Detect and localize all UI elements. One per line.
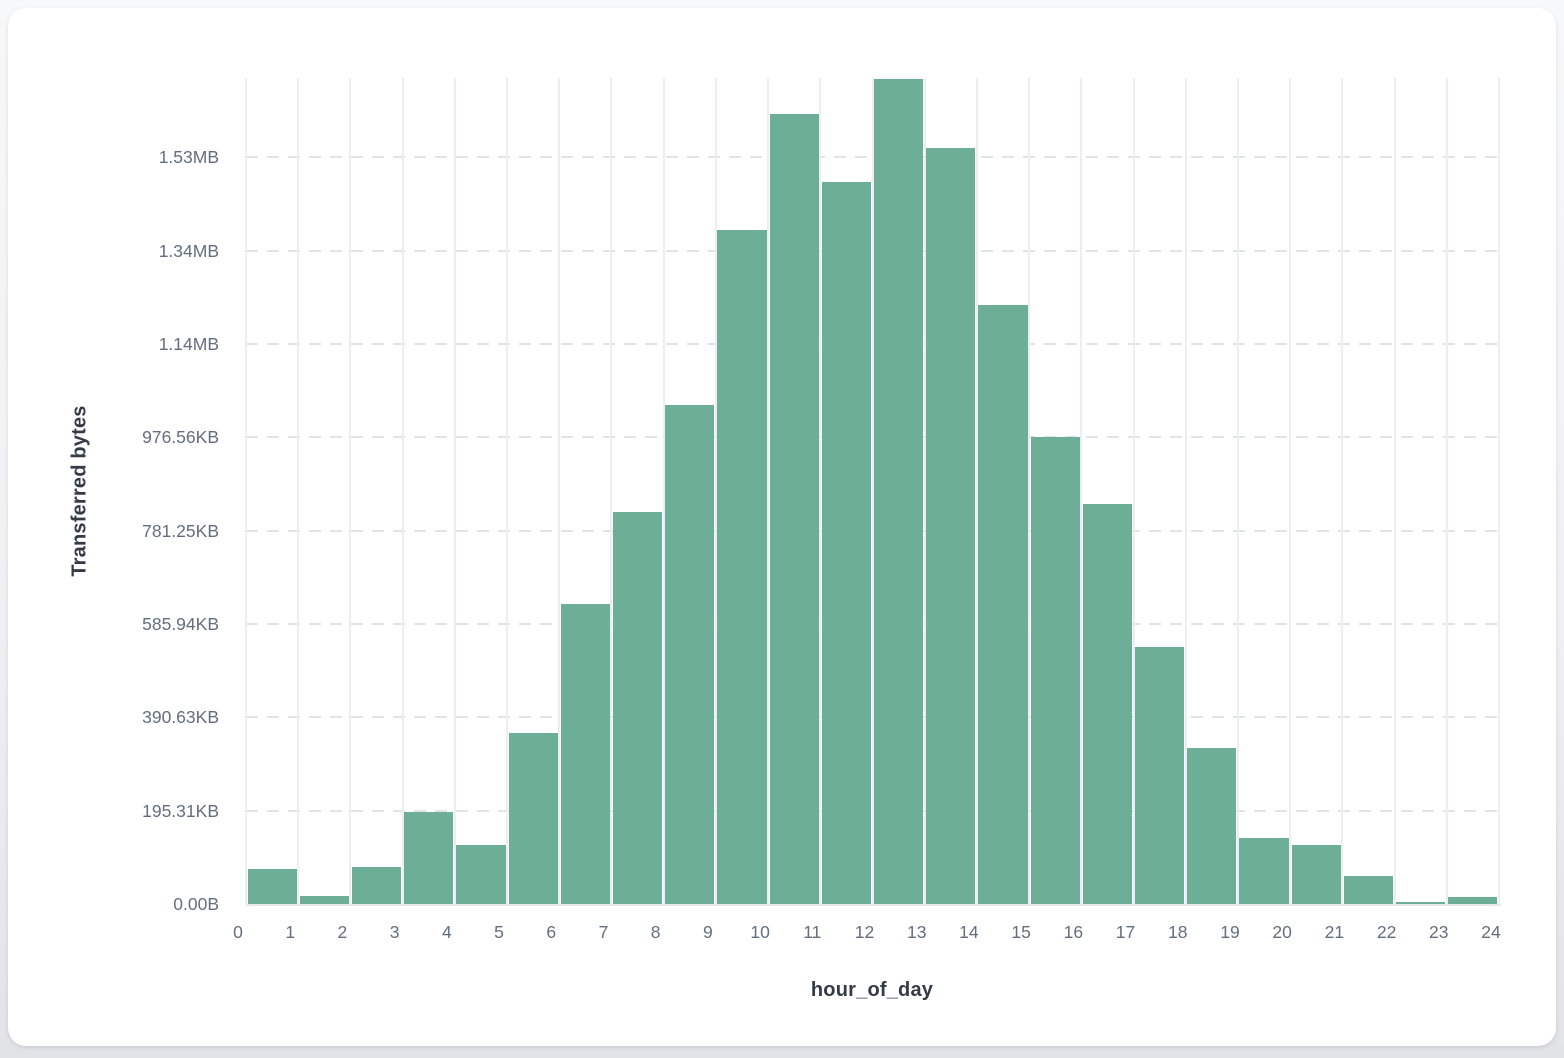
v-gridline: [1236, 78, 1239, 904]
y-tick-label: 390.63KB: [142, 707, 219, 728]
v-gridline: [349, 78, 352, 904]
v-gridline: [401, 78, 404, 904]
v-gridline: [453, 78, 456, 904]
plot-area: [245, 78, 1501, 906]
x-tick-label: 15: [1011, 922, 1031, 942]
y-tick-label: 0.00B: [173, 894, 219, 914]
v-gridline: [923, 78, 926, 904]
x-tick-label: 0: [233, 922, 243, 942]
v-gridline: [1132, 78, 1135, 904]
bar-hour-7[interactable]: [612, 512, 663, 904]
v-gridline: [767, 78, 770, 904]
x-tick-label: 22: [1376, 922, 1397, 942]
bar-hour-18[interactable]: [1187, 747, 1237, 904]
x-tick-label: 18: [1168, 922, 1188, 942]
bar-hour-10[interactable]: [769, 113, 819, 904]
y-tick-label: 976.56KB: [142, 427, 219, 448]
x-tick-label: 24: [1481, 922, 1501, 942]
bar-hour-4[interactable]: [456, 844, 506, 904]
v-gridline: [1341, 78, 1344, 904]
x-tick-label: 3: [389, 922, 400, 942]
x-tick-label: 10: [750, 922, 770, 942]
x-tick-label: 21: [1324, 922, 1345, 942]
bar-hour-21[interactable]: [1343, 876, 1394, 904]
v-gridline: [506, 78, 509, 904]
bar-hour-0[interactable]: [247, 868, 297, 904]
chart-card: Transferred bytes hour_of_day 0.00B 195.3…: [8, 8, 1556, 1046]
bar-hour-17[interactable]: [1135, 647, 1185, 904]
y-tick-label: 1.14MB: [158, 334, 219, 354]
x-tick-label: 2: [337, 922, 348, 942]
v-gridline: [297, 78, 300, 904]
x-tick-label: 12: [854, 922, 875, 942]
v-gridline: [1393, 78, 1396, 904]
bar-hour-15[interactable]: [1030, 437, 1080, 904]
v-gridline: [819, 78, 822, 904]
x-tick-label: 23: [1429, 922, 1449, 942]
bar-hour-9[interactable]: [717, 229, 767, 904]
v-gridline: [1445, 78, 1448, 904]
v-gridline: [975, 78, 978, 904]
bar-hour-14[interactable]: [978, 304, 1028, 904]
bar-hour-1[interactable]: [299, 896, 349, 904]
x-tick-label: 19: [1220, 922, 1240, 942]
bar-hour-11[interactable]: [821, 181, 871, 904]
bar-hour-5[interactable]: [508, 732, 558, 904]
bar-hour-3[interactable]: [404, 811, 454, 904]
x-tick-label: 5: [494, 922, 504, 942]
bar-hour-6[interactable]: [560, 603, 610, 904]
bar-hour-22[interactable]: [1396, 901, 1446, 904]
x-tick-label: 7: [598, 922, 609, 942]
x-tick-label: 14: [959, 922, 979, 942]
y-tick-label: 195.31KB: [142, 800, 219, 821]
bar-hour-8[interactable]: [665, 405, 715, 904]
bar-hour-23[interactable]: [1448, 897, 1498, 904]
x-tick-label: 6: [546, 922, 557, 942]
x-tick-label: 11: [803, 922, 822, 942]
v-gridline: [1498, 78, 1500, 904]
v-gridline: [1184, 78, 1187, 904]
x-tick-label: 13: [906, 922, 927, 942]
v-gridline: [871, 78, 874, 904]
v-gridline: [714, 78, 717, 904]
v-gridline: [1289, 78, 1292, 904]
bar-hour-2[interactable]: [351, 866, 402, 904]
x-tick-label: 8: [650, 922, 661, 942]
bar-hour-16[interactable]: [1082, 503, 1133, 904]
y-tick-label: 1.34MB: [158, 240, 219, 261]
x-axis-title: hour_of_day: [810, 979, 934, 1001]
x-tick-label: 9: [703, 922, 713, 942]
v-gridline: [662, 78, 665, 904]
v-gridline: [1080, 78, 1083, 904]
bar-hour-12[interactable]: [874, 78, 924, 904]
x-tick-label: 1: [285, 922, 296, 942]
y-tick-label: 781.25KB: [142, 520, 219, 541]
bar-hour-13[interactable]: [926, 148, 976, 904]
x-tick-label: 17: [1115, 922, 1136, 942]
x-tick-label: 4: [441, 922, 452, 942]
x-tick-label: 20: [1272, 922, 1292, 942]
y-tick-label: 1.53MB: [158, 147, 219, 168]
x-tick-label: 16: [1063, 922, 1084, 942]
v-gridline: [558, 78, 561, 904]
v-gridline: [245, 78, 247, 904]
v-gridline: [1028, 78, 1031, 904]
y-tick-label: 585.94KB: [142, 614, 219, 634]
bar-hour-19[interactable]: [1239, 838, 1289, 904]
x-axis-line: [246, 904, 1501, 906]
v-gridline: [610, 78, 613, 904]
bar-hour-20[interactable]: [1291, 845, 1341, 904]
